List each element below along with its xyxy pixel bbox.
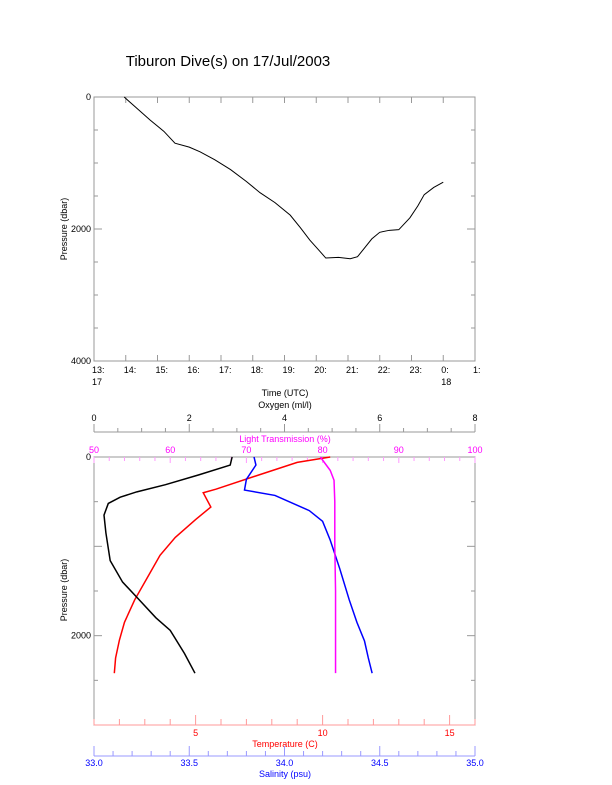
oxygen-tick-label: 4 <box>282 413 287 423</box>
y-tick-label: 2000 <box>71 224 91 234</box>
light-tick-label: 100 <box>467 445 482 455</box>
light-tick-label: 80 <box>318 445 328 455</box>
x-tick-label: 19: <box>283 365 296 375</box>
x-tick-label: 1: <box>473 365 481 375</box>
y-tick-label: 0 <box>86 452 91 462</box>
chart-title: Tiburon Dive(s) on 17/Jul/2003 <box>126 53 331 70</box>
salinity-tick-label: 34.5 <box>371 758 389 768</box>
x-tick-label-date: 18 <box>441 377 451 387</box>
oxygen-axis-label: Oxygen (ml/l) <box>258 400 312 410</box>
salinity-tick-label: 33.0 <box>85 758 103 768</box>
x-tick-label: 18: <box>251 365 264 375</box>
y-axis-label: Pressure (dbar) <box>59 198 69 261</box>
salinity-tick-label: 35.0 <box>466 758 484 768</box>
x-tick-label: 15: <box>156 365 169 375</box>
x-tick-label: 23: <box>410 365 423 375</box>
x-tick-label: 13: <box>92 365 105 375</box>
x-tick-label: 14: <box>124 365 137 375</box>
y-axis-label: Pressure (dbar) <box>59 559 69 622</box>
y-tick-label: 4000 <box>71 356 91 366</box>
salinity-axis-label: Salinity (psu) <box>259 769 311 779</box>
temp-tick-label: 10 <box>318 728 328 738</box>
plot-frame-top <box>93 96 476 362</box>
salinity-tick-label: 33.5 <box>180 758 198 768</box>
light-tick-label: 60 <box>165 445 175 455</box>
series-line-pressure <box>123 96 444 260</box>
oxygen-tick-label: 8 <box>472 413 477 423</box>
x-tick-label: 21: <box>346 365 359 375</box>
salinity-tick-label: 34.0 <box>276 758 294 768</box>
series-line-salinity <box>243 456 373 674</box>
x-tick-label-date: 17 <box>92 377 102 387</box>
y-tick-label: 0 <box>86 92 91 102</box>
oxygen-tick-label: 6 <box>377 413 382 423</box>
y-tick-label: 2000 <box>71 631 91 641</box>
light-axis-label: Light Transmission (%) <box>239 434 331 444</box>
x-tick-label: 0: <box>441 365 449 375</box>
oxygen-tick-label: 0 <box>91 413 96 423</box>
temp-tick-label: 15 <box>445 728 455 738</box>
x-tick-label: 22: <box>378 365 391 375</box>
temp-axis-label: Temperature (C) <box>252 739 318 749</box>
light-tick-label: 90 <box>394 445 404 455</box>
temp-tick-label: 5 <box>193 728 198 738</box>
oxygen-tick-label: 2 <box>187 413 192 423</box>
x-tick-label: 16: <box>187 365 200 375</box>
series-line-oxygen <box>103 456 233 674</box>
series-line-light-transmission <box>319 456 337 674</box>
light-tick-label: 70 <box>241 445 251 455</box>
plot-frame-bottom <box>93 456 476 726</box>
light-tick-label: 50 <box>89 445 99 455</box>
series-line-temperature <box>113 456 331 674</box>
x-tick-label: 17: <box>219 365 232 375</box>
x-tick-label: 20: <box>314 365 327 375</box>
x-axis-label: Time (UTC) <box>262 388 309 398</box>
